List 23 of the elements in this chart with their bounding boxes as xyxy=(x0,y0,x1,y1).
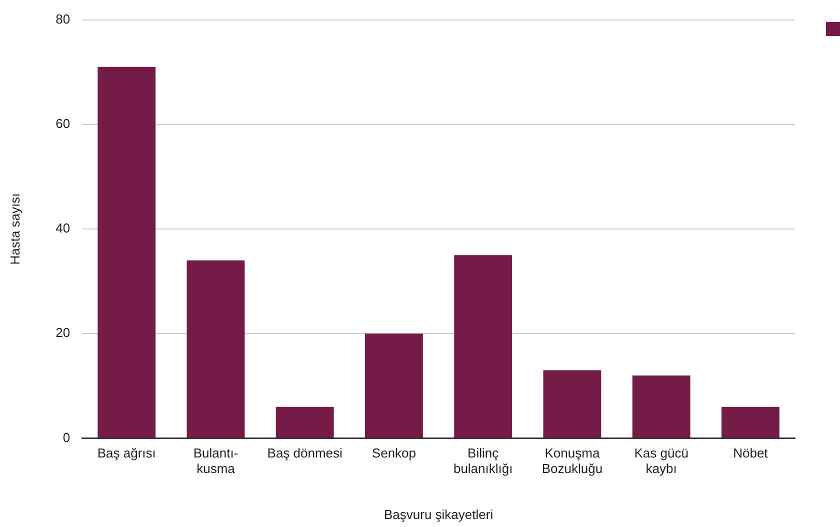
bar xyxy=(721,406,780,438)
y-tick-label: 20 xyxy=(56,325,70,340)
y-tick-label: 60 xyxy=(56,116,70,131)
bar xyxy=(365,334,423,438)
bar xyxy=(276,406,334,438)
bar xyxy=(98,66,156,438)
bar xyxy=(543,370,602,438)
bar xyxy=(454,255,512,438)
y-tick-label: 40 xyxy=(56,220,70,236)
x-tick-label: Bulantı-kusma xyxy=(193,446,238,476)
bar xyxy=(186,260,245,438)
y-tick-label: 0 xyxy=(62,430,70,445)
bar xyxy=(632,375,690,438)
x-tick-label: Bilinç bulanıklığı xyxy=(453,446,513,476)
x-tick-label: Baş ağrısı xyxy=(97,446,156,461)
x-tick-label: Nöbet xyxy=(733,446,768,461)
x-tick-label: Baş dönmesi xyxy=(267,446,343,461)
y-tick-label: 80 xyxy=(56,11,70,26)
x-tick-label: Kas gücü kaybı xyxy=(634,446,688,476)
y-axis-title: Hasta sayısı xyxy=(7,193,22,265)
x-tick-label: Senkop xyxy=(372,446,416,461)
x-axis-title: Başvuru şikayetleri xyxy=(384,506,494,522)
x-tick-label: Konuşma Bozukluğu xyxy=(542,446,603,476)
